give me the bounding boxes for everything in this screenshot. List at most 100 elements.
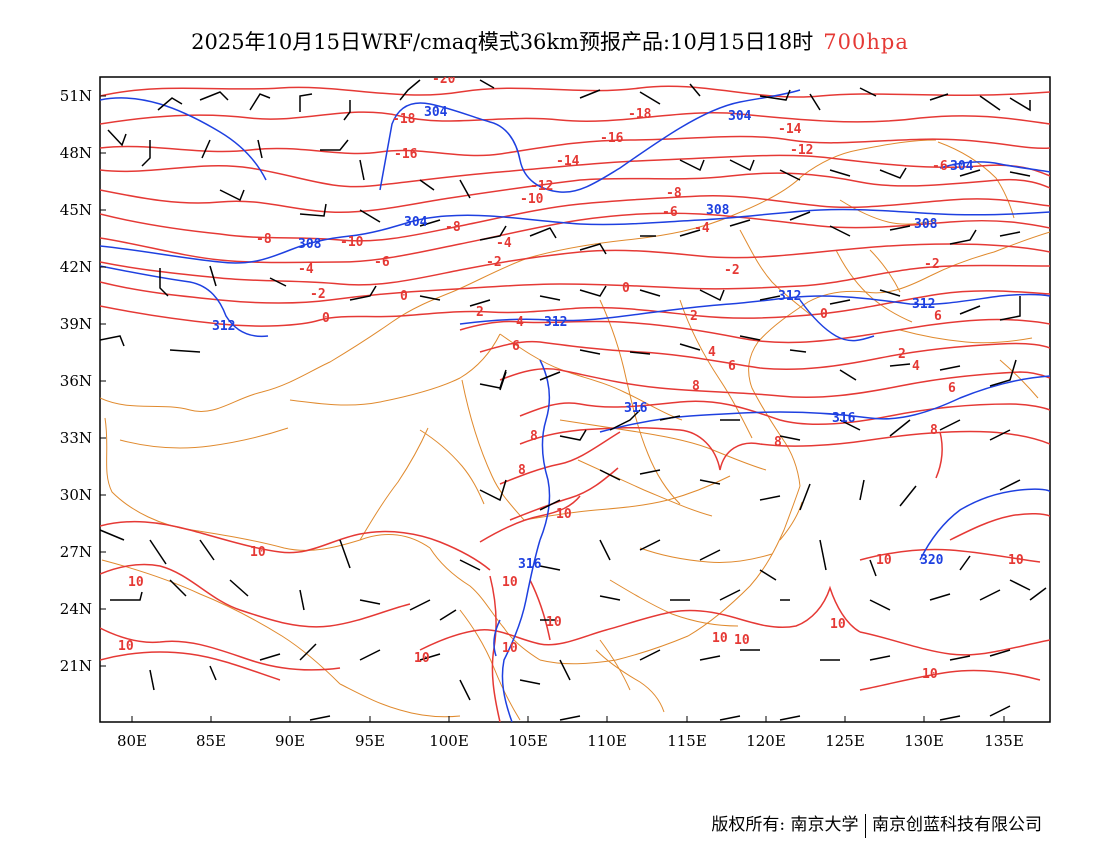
temp-label: 4: [912, 359, 920, 374]
temp-label: 4: [708, 345, 716, 360]
lat-label: 24N: [60, 600, 92, 618]
temp-label: -2: [924, 257, 940, 272]
temp-label: -6: [662, 205, 678, 220]
height-label: 316: [832, 411, 856, 426]
lat-labels: 51N 48N 45N 42N 39N 36N 33N 30N 27N 24N …: [60, 87, 92, 675]
height-label: 320: [920, 553, 944, 568]
company-text: 南京创蓝科技有限公司: [872, 815, 1042, 835]
temp-label: 10: [414, 651, 430, 666]
lat-label: 51N: [60, 87, 92, 105]
temp-label: 6: [728, 359, 736, 374]
temp-label: 10: [876, 553, 892, 568]
temp-label: 8: [518, 463, 526, 478]
height-label: 308: [298, 237, 322, 252]
temp-label: -4: [496, 236, 512, 251]
temp-label: 8: [930, 423, 938, 438]
temp-label: -12: [790, 143, 813, 158]
lon-label: 130E: [904, 732, 944, 750]
wind-barbs: [100, 79, 1047, 721]
temp-label: -4: [298, 262, 314, 277]
temp-label: -18: [628, 107, 652, 122]
temp-label: 10: [250, 545, 266, 560]
lon-label: 100E: [429, 732, 469, 750]
temp-label: -2: [486, 255, 502, 270]
temp-label: 10: [1008, 553, 1024, 568]
temp-label: 10: [556, 507, 572, 522]
temp-label: 10: [712, 631, 728, 646]
temp-label: -14: [778, 122, 802, 137]
height-label: 312: [778, 289, 801, 304]
temp-label: 10: [734, 633, 750, 648]
temp-label: -8: [666, 186, 682, 201]
height-contours: [100, 89, 1050, 722]
temp-label: 2: [690, 309, 698, 324]
temp-label: 10: [922, 667, 938, 682]
lat-axis: [100, 95, 106, 667]
temp-label: -6: [374, 255, 390, 270]
title-text: 2025年10月15日WRF/cmaq模式36km预报产品:10月15日18时: [191, 30, 814, 54]
temp-label: -14: [556, 154, 580, 169]
lon-label: 80E: [117, 732, 147, 750]
lon-label: 90E: [275, 732, 305, 750]
height-labels: 304 304 304 304 308 308 308 312 312 312 …: [212, 105, 974, 572]
temp-label: 10: [502, 641, 518, 656]
lon-label: 95E: [355, 732, 385, 750]
lat-label: 42N: [60, 258, 92, 276]
pressure-level: 700hpa: [823, 30, 909, 54]
temp-label: 10: [128, 575, 144, 590]
footer-divider: [864, 813, 866, 838]
map-title: 2025年10月15日WRF/cmaq模式36km预报产品:10月15日18时 7…: [0, 26, 1100, 56]
temp-label: 2: [898, 347, 906, 362]
lon-labels: 80E 85E 90E 95E 100E 105E 110E 115E 120E…: [117, 732, 1024, 750]
height-label: 304: [728, 109, 752, 124]
temp-label: -20: [432, 72, 456, 87]
height-label: 316: [518, 557, 542, 572]
temp-label: 10: [546, 615, 562, 630]
lat-label: 30N: [60, 486, 92, 504]
temp-label: -16: [600, 131, 624, 146]
temp-label: -2: [310, 287, 326, 302]
boundary-lines: [100, 139, 1050, 721]
temp-label: 10: [502, 575, 518, 590]
lat-label: 21N: [60, 657, 92, 675]
lon-label: 85E: [196, 732, 226, 750]
temp-label: 0: [322, 311, 330, 326]
temp-label: -10: [340, 235, 364, 250]
copyright-text: 版权所有: 南京大学: [711, 815, 859, 835]
lon-axis: [131, 716, 1005, 722]
temp-label: -16: [394, 147, 418, 162]
temp-label: -2: [724, 263, 740, 278]
height-label: 304: [424, 105, 448, 120]
temp-label: 10: [118, 639, 134, 654]
lon-label: 105E: [508, 732, 548, 750]
height-label: 312: [544, 315, 567, 330]
temp-label: -8: [256, 232, 272, 247]
height-label: 308: [914, 217, 938, 232]
temp-label: 4: [516, 315, 524, 330]
temp-label: 10: [830, 617, 846, 632]
temp-label: 6: [512, 339, 520, 354]
temp-label: -8: [445, 220, 461, 235]
temp-label: 6: [934, 309, 942, 324]
height-label: 304: [950, 159, 974, 174]
lat-label: 36N: [60, 372, 92, 390]
lat-label: 39N: [60, 315, 92, 333]
temp-label: -4: [694, 221, 710, 236]
lon-label: 135E: [984, 732, 1024, 750]
temperature-labels: -20 -18 -18 -16 -16 -14 -14 -12 -12 -10 …: [118, 72, 1024, 682]
lat-label: 48N: [60, 144, 92, 162]
temp-label: -6: [932, 159, 948, 174]
temp-label: 8: [692, 379, 700, 394]
lat-label: 27N: [60, 543, 92, 561]
height-label: 312: [212, 319, 235, 334]
copyright-footer: 版权所有: 南京大学 南京创蓝科技有限公司: [711, 810, 1042, 838]
temp-label: 6: [948, 381, 956, 396]
temp-label: 2: [476, 305, 484, 320]
temp-label: -12: [530, 179, 553, 194]
temperature-contours: [100, 85, 1050, 722]
temp-label: 0: [622, 281, 630, 296]
temp-label: 8: [774, 435, 782, 450]
lat-label: 45N: [60, 201, 92, 219]
plot-frame: [99, 76, 1051, 723]
